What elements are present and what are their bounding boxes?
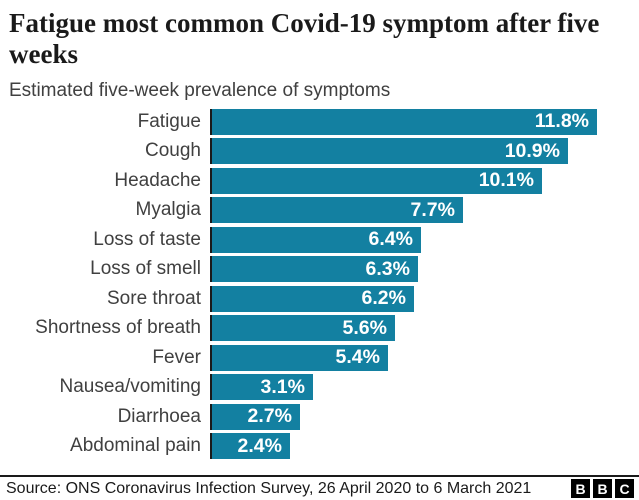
bar-track: 2.7%	[210, 403, 639, 430]
bar: 3.1%	[212, 374, 313, 401]
source-attribution: Source: ONS Coronavirus Infection Survey…	[6, 479, 532, 497]
bar: 7.7%	[212, 197, 463, 224]
category-label: Myalgia	[135, 199, 201, 221]
bar-track: 6.4%	[210, 226, 639, 253]
bar-chart: Fatigue 11.8% Cough 10.9% Headache 10.1% Myalg…	[0, 108, 639, 463]
bar-value-label: 3.1%	[260, 375, 305, 398]
bar-track: 11.8%	[210, 108, 639, 135]
category-label: Cough	[145, 140, 201, 162]
category-label: Fatigue	[137, 110, 201, 132]
bar-row: Loss of taste 6.4%	[0, 226, 639, 253]
bar-track: 5.4%	[210, 344, 639, 371]
category-label: Headache	[114, 169, 201, 191]
bar-track: 2.4%	[210, 433, 639, 460]
bar: 5.6%	[212, 315, 395, 342]
bar-value-label: 6.3%	[365, 257, 410, 280]
bar-row: Myalgia 7.7%	[0, 197, 639, 224]
bar-row: Cough 10.9%	[0, 138, 639, 165]
bar: 2.7%	[212, 403, 300, 430]
bar-row: Sore throat 6.2%	[0, 285, 639, 312]
bar-track: 10.1%	[210, 167, 639, 194]
bar-track: 6.2%	[210, 285, 639, 312]
bar-row: Headache 10.1%	[0, 167, 639, 194]
bbc-logo-letter: B	[593, 479, 612, 498]
bar: 11.8%	[212, 108, 597, 135]
bar: 5.4%	[212, 344, 388, 371]
category-label: Loss of taste	[93, 228, 201, 250]
bar-row: Fatigue 11.8%	[0, 108, 639, 135]
category-label: Shortness of breath	[35, 317, 201, 339]
bar-row: Loss of smell 6.3%	[0, 256, 639, 283]
bar-value-label: 10.9%	[504, 139, 560, 162]
category-label: Diarrhoea	[117, 405, 201, 427]
bar-row: Fever 5.4%	[0, 344, 639, 371]
bar-track: 7.7%	[210, 197, 639, 224]
bar-row: Nausea/vomiting 3.1%	[0, 374, 639, 401]
bar: 6.3%	[212, 256, 418, 283]
bar-track: 5.6%	[210, 315, 639, 342]
category-label: Fever	[152, 346, 201, 368]
bar-track: 10.9%	[210, 138, 639, 165]
category-label: Nausea/vomiting	[59, 376, 201, 398]
bar-value-label: 7.7%	[410, 198, 455, 221]
bar: 2.4%	[212, 433, 290, 460]
bar-track: 6.3%	[210, 256, 639, 283]
bar-value-label: 5.6%	[342, 316, 387, 339]
category-label: Abdominal pain	[70, 435, 201, 457]
bar-value-label: 6.2%	[361, 287, 406, 310]
bar-value-label: 5.4%	[335, 346, 380, 369]
chart-title: Fatigue most common Covid-19 symptom aft…	[9, 8, 600, 70]
bar: 10.9%	[212, 138, 568, 165]
chart-header: Fatigue most common Covid-19 symptom aft…	[0, 0, 639, 102]
bar: 6.4%	[212, 226, 421, 253]
bar-track: 3.1%	[210, 374, 639, 401]
category-label: Sore throat	[107, 287, 201, 309]
bbc-logo-letter: B	[571, 479, 590, 498]
bar-row: Shortness of breath 5.6%	[0, 315, 639, 342]
bar-row: Abdominal pain 2.4%	[0, 433, 639, 460]
bar: 6.2%	[212, 285, 414, 312]
bar-value-label: 10.1%	[478, 169, 534, 192]
category-label: Loss of smell	[90, 258, 201, 280]
bar: 10.1%	[212, 167, 542, 194]
bbc-logo-letter: C	[615, 479, 634, 498]
chart-subtitle: Estimated five-week prevalence of sympto…	[9, 79, 391, 101]
bar-value-label: 11.8%	[534, 110, 589, 133]
bar-row: Diarrhoea 2.7%	[0, 403, 639, 430]
bar-value-label: 2.7%	[247, 405, 292, 428]
bar-value-label: 2.4%	[237, 434, 282, 457]
chart-footer: Source: ONS Coronavirus Infection Survey…	[0, 475, 639, 500]
bar-value-label: 6.4%	[368, 228, 413, 251]
